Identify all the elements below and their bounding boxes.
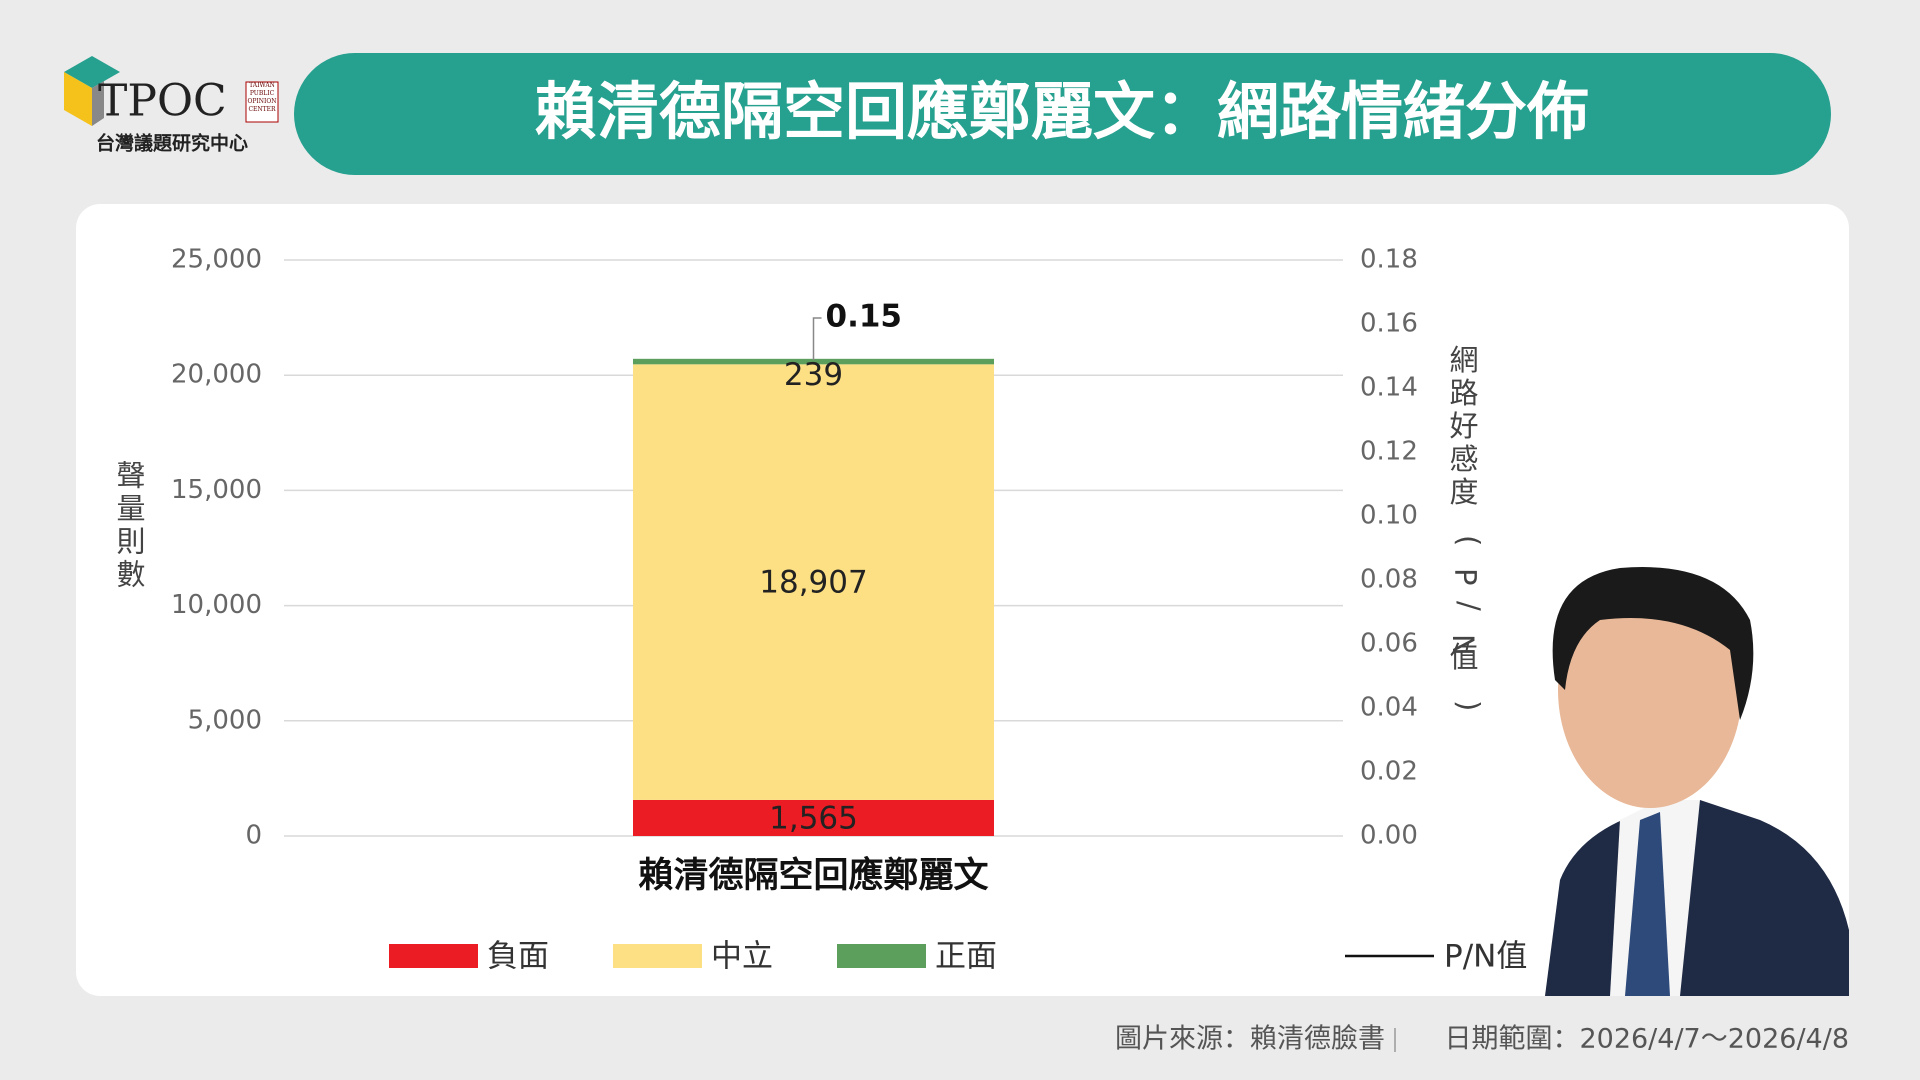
y-tick-label: 20,000 — [171, 360, 262, 390]
hair — [1552, 567, 1754, 720]
value-label: 18,907 — [759, 565, 867, 601]
y-tick-label: 15,000 — [171, 475, 262, 505]
y-tick-label: 10,000 — [171, 590, 262, 620]
footer-source: 圖片來源：賴清德臉書 — [1115, 1024, 1385, 1055]
bar-segment — [633, 799, 994, 836]
legend-label: P/N值 — [1444, 939, 1527, 975]
portrait — [1545, 567, 1849, 996]
legend-swatch — [389, 944, 478, 968]
y2-tick-label: 0.06 — [1360, 629, 1418, 659]
x-tick-label: 賴清德隔空回應鄭麗文 — [638, 855, 988, 896]
y2-tick-label: 0.08 — [1360, 565, 1418, 595]
legend-swatch — [837, 944, 926, 968]
legend-label: 正面 — [935, 939, 997, 975]
y2-tick-label: 0.04 — [1360, 693, 1418, 723]
legend-label: 中立 — [711, 939, 773, 975]
logo: TPOC TAIWAN PUBLIC OPINION CENTER 台灣議題研究… — [64, 56, 279, 155]
bar-segment — [633, 364, 994, 800]
value-label: 1,565 — [769, 800, 858, 836]
y2-tick-label: 0.12 — [1360, 437, 1418, 467]
y-tick-label: 0 — [245, 821, 262, 851]
y-tick-label: 25,000 — [171, 245, 262, 275]
line-label: 0.15 — [826, 299, 903, 335]
y-tick-label: 5,000 — [188, 705, 262, 735]
legend-swatch — [613, 944, 702, 968]
face — [1558, 572, 1742, 808]
leader-line — [812, 317, 822, 360]
logo-subtitle: 台灣議題研究中心 — [96, 132, 248, 155]
y2-tick-label: 0.16 — [1360, 309, 1418, 339]
footer-date-range: 日期範圍：2026/4/7～2026/4/8 — [1444, 1024, 1849, 1055]
chart-title: 賴清德隔空回應鄭麗文：網路情緒分佈 — [535, 75, 1589, 148]
y2-tick-label: 0.14 — [1360, 373, 1418, 403]
legend-label: 負面 — [487, 939, 549, 975]
title-pill — [294, 53, 1831, 175]
y2-tick-label: 0.18 — [1360, 245, 1418, 275]
y2-axis-title: 網路好感度(P / N值) — [1446, 343, 1486, 711]
logo-cube-right — [92, 81, 104, 126]
y2-tick-label: 0.00 — [1360, 821, 1418, 851]
logo-cube-left — [64, 72, 92, 126]
bar-segment — [633, 358, 994, 365]
logo-name: TPOC — [98, 76, 227, 127]
y2-tick-label: 0.02 — [1360, 757, 1418, 787]
logo-tagline: TAIWAN PUBLIC OPINION CENTER — [247, 82, 277, 113]
value-label: 239 — [784, 357, 843, 393]
logo-badge — [245, 81, 279, 123]
tie — [1625, 812, 1670, 996]
y2-tick-label: 0.10 — [1360, 501, 1418, 531]
logo-tagline-box: TAIWAN PUBLIC OPINION CENTER — [247, 82, 277, 113]
y-axis-title: 聲量則數 — [116, 459, 145, 592]
